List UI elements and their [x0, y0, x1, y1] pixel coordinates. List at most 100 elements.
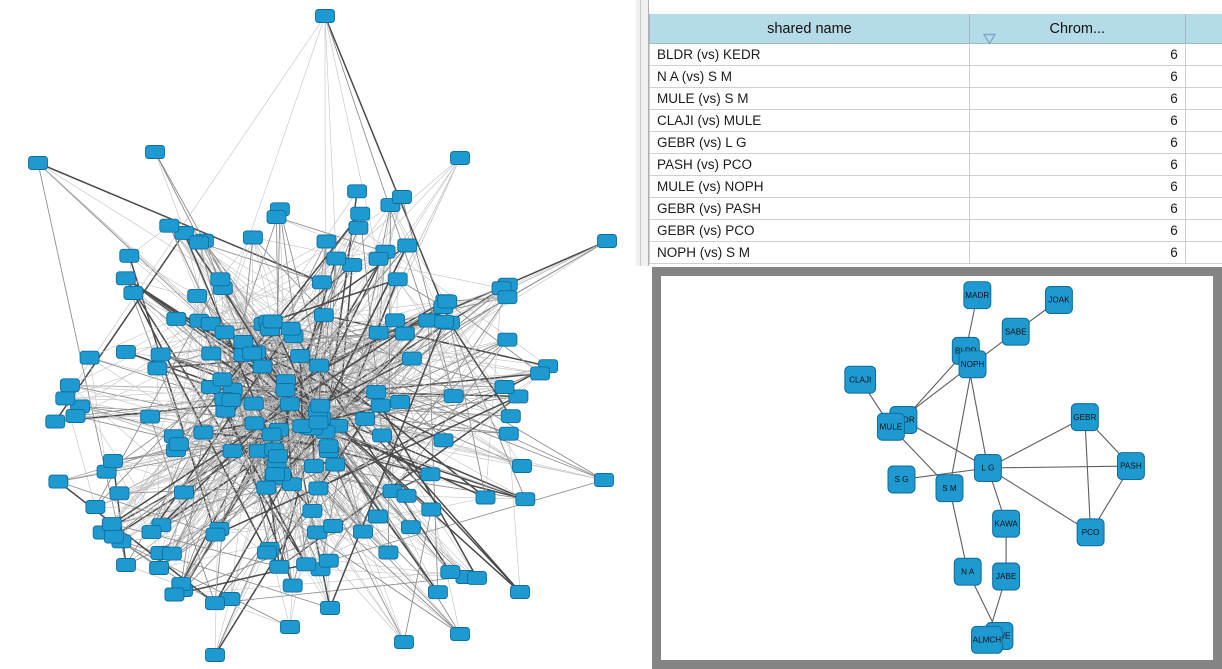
cell-start_point[interactable]: 36000000	[1184, 241, 1222, 264]
network-node[interactable]	[252, 359, 273, 374]
edge[interactable]	[375, 258, 379, 393]
edge[interactable]	[329, 320, 445, 609]
network-node[interactable]	[315, 9, 335, 23]
edge-L G-PASH[interactable]	[987, 465, 1131, 469]
subnetwork-node-S G[interactable]: S G	[887, 465, 916, 494]
edge[interactable]	[285, 380, 383, 436]
network-node[interactable]	[390, 394, 411, 409]
network-node[interactable]	[326, 251, 347, 266]
edge[interactable]	[89, 318, 177, 359]
network-node[interactable]	[378, 545, 399, 560]
edge[interactable]	[210, 386, 605, 481]
network-node[interactable]	[174, 485, 194, 500]
node-shape[interactable]	[594, 473, 614, 487]
network-node[interactable]	[145, 145, 165, 159]
network-node[interactable]	[394, 326, 415, 341]
node-shape[interactable]	[935, 474, 964, 503]
edge-KEDR-L G[interactable]	[903, 419, 989, 469]
node-shape[interactable]	[150, 347, 171, 362]
edge[interactable]	[266, 431, 326, 553]
node-shape[interactable]	[443, 389, 464, 404]
edge[interactable]	[276, 216, 386, 253]
edge[interactable]	[175, 237, 254, 451]
node-shape[interactable]	[261, 427, 282, 442]
edge[interactable]	[430, 509, 478, 579]
subnetwork-node-GEBR[interactable]: GEBR	[1070, 403, 1099, 432]
edge[interactable]	[285, 389, 407, 497]
edge[interactable]	[224, 300, 446, 400]
edge[interactable]	[290, 213, 361, 330]
node-shape[interactable]	[119, 248, 140, 263]
node-shape[interactable]	[161, 546, 182, 561]
node-shape[interactable]	[168, 437, 189, 452]
network-node[interactable]	[508, 389, 529, 404]
edge[interactable]	[328, 479, 605, 562]
subnetwork-node-SABE[interactable]: SABE	[1001, 317, 1030, 346]
network-node[interactable]	[353, 524, 373, 539]
node-shape[interactable]	[318, 553, 339, 568]
edge[interactable]	[149, 339, 508, 417]
edge[interactable]	[160, 332, 380, 355]
network-node[interactable]	[302, 503, 323, 518]
edge[interactable]	[299, 355, 304, 427]
cell-chromosome[interactable]: 6	[968, 219, 1186, 242]
node-shape[interactable]	[973, 454, 1002, 482]
network-node[interactable]	[515, 492, 536, 507]
network-node[interactable]	[280, 321, 301, 336]
edge[interactable]	[125, 321, 269, 353]
edge[interactable]	[272, 321, 505, 388]
network-node[interactable]	[397, 238, 418, 253]
edge[interactable]	[406, 495, 526, 500]
network-node[interactable]	[243, 396, 264, 411]
network-node[interactable]	[385, 313, 405, 328]
edge[interactable]	[125, 564, 291, 628]
subnetwork-node-ALMCH[interactable]: ALMCH	[971, 625, 1003, 654]
node-shape[interactable]	[115, 271, 136, 286]
network-node[interactable]	[55, 391, 76, 406]
network-node[interactable]	[368, 509, 388, 524]
node-shape[interactable]	[326, 251, 347, 266]
network-node[interactable]	[65, 409, 86, 423]
node-shape[interactable]	[280, 321, 301, 336]
cell-start_point[interactable]: 34000000	[1184, 153, 1222, 176]
full-network-canvas[interactable]	[0, 0, 640, 669]
node-shape[interactable]	[370, 398, 391, 413]
network-node[interactable]	[214, 325, 235, 340]
node-shape[interactable]	[205, 596, 225, 611]
node-shape[interactable]	[397, 238, 418, 253]
network-node[interactable]	[440, 565, 461, 580]
node-shape[interactable]	[494, 380, 515, 394]
node-shape[interactable]	[123, 286, 144, 300]
node-shape[interactable]	[141, 525, 162, 540]
cell-chromosome[interactable]: 6	[968, 197, 1186, 220]
edge[interactable]	[449, 322, 512, 417]
network-node[interactable]	[450, 627, 470, 641]
network-node[interactable]	[59, 378, 80, 393]
subnetwork-node-L G[interactable]: L G	[973, 454, 1002, 482]
network-node[interactable]	[103, 529, 124, 544]
node-shape[interactable]	[189, 235, 209, 250]
table-row[interactable]: GEBR (vs) PCO636000000420000008.4	[649, 219, 1222, 242]
edge[interactable]	[132, 292, 268, 554]
network-node[interactable]	[512, 459, 532, 473]
edge[interactable]	[184, 232, 512, 417]
edge[interactable]	[318, 339, 508, 423]
node-shape[interactable]	[222, 444, 243, 459]
edge[interactable]	[379, 404, 478, 579]
node-shape[interactable]	[315, 9, 335, 23]
column-header-chromosome[interactable]: Chrom...	[968, 12, 1186, 44]
network-node[interactable]	[308, 415, 329, 430]
node-shape[interactable]	[876, 412, 905, 441]
network-node[interactable]	[261, 427, 282, 442]
node-shape[interactable]	[318, 439, 339, 454]
node-shape[interactable]	[290, 348, 311, 363]
cell-start_point[interactable]: 1	[1184, 43, 1222, 66]
node-shape[interactable]	[296, 557, 317, 572]
network-node[interactable]	[149, 561, 170, 575]
edge[interactable]	[313, 465, 389, 553]
network-node[interactable]	[368, 325, 389, 340]
node-shape[interactable]	[145, 145, 165, 159]
network-node[interactable]	[530, 366, 551, 381]
edge[interactable]	[262, 278, 399, 325]
edge[interactable]	[266, 473, 431, 553]
